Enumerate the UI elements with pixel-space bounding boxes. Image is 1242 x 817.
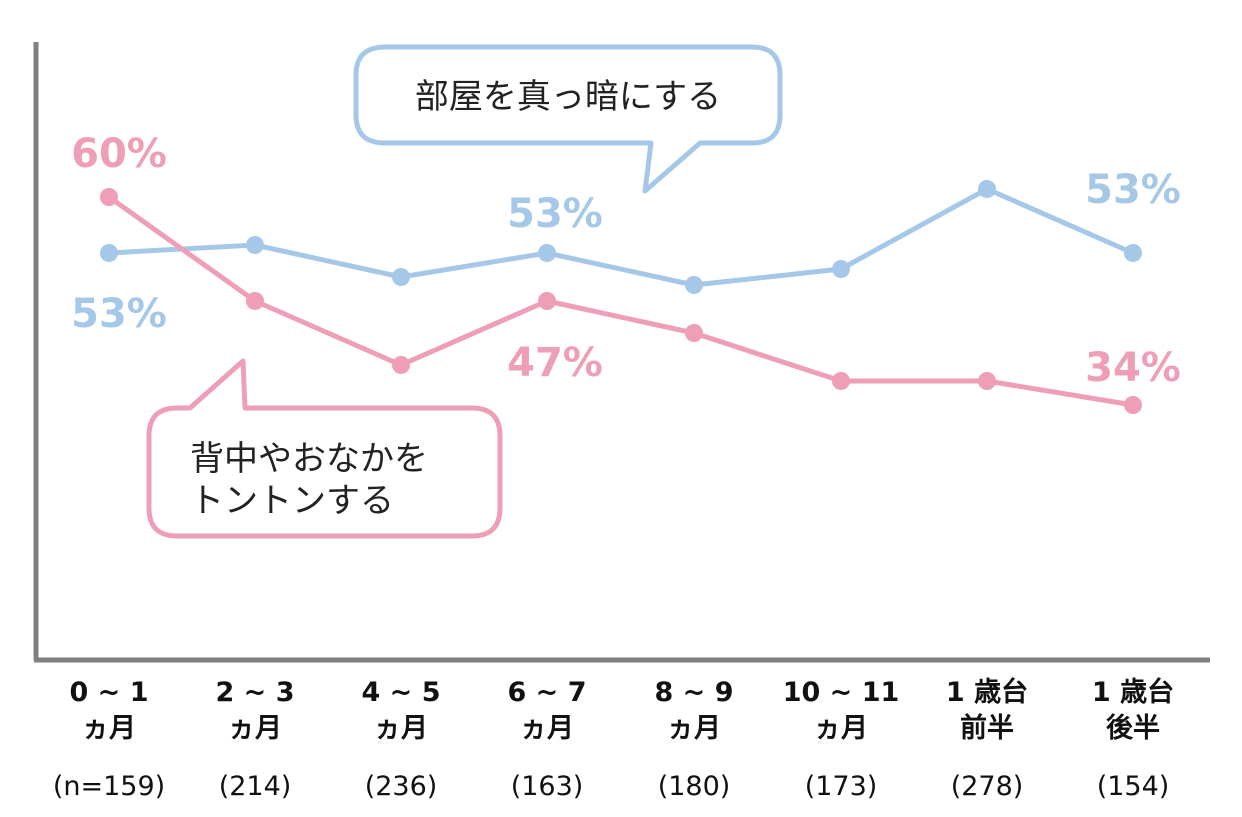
callout-line-pink-2: トントンする <box>190 481 394 521</box>
sample-size-1: (214) <box>219 771 292 802</box>
callout-text-pink: 背中やおなかを トントンする <box>190 439 439 521</box>
x-tick-label-1-1: ヵ月 <box>228 713 282 744</box>
callout-bubble-blue <box>353 44 783 194</box>
data-label-1-7: 34% <box>1085 345 1181 391</box>
x-tick-label-6-1: 前半 <box>960 712 1014 744</box>
series-1 <box>100 188 1142 414</box>
sample-size-0: (n=159) <box>53 771 165 802</box>
point-0-6 <box>978 180 996 198</box>
x-tick-label-4-1: ヵ月 <box>667 713 721 744</box>
x-tick-label-3-1: ヵ月 <box>520 713 574 744</box>
x-tick-label-5-1: ヵ月 <box>814 713 868 744</box>
point-1-7 <box>1124 396 1142 414</box>
point-1-0 <box>100 188 118 206</box>
point-1-6 <box>978 372 996 390</box>
point-1-5 <box>832 372 850 390</box>
data-label-0-7: 53% <box>1085 167 1181 213</box>
callout-text-blue: 部屋を真っ暗にする <box>415 77 721 117</box>
data-label-layer: 53% 53% 53% 60% 47% 34% <box>71 131 1181 391</box>
point-0-4 <box>685 276 703 294</box>
x-tick-label-2-0: 4 ~ 5 <box>362 677 441 708</box>
x-tick-label-7-0: 1 歳台 <box>1092 676 1174 708</box>
data-label-1-0: 60% <box>71 131 167 177</box>
point-0-2 <box>392 268 410 286</box>
x-tick-label-0-0: 0 ~ 1 <box>70 677 149 708</box>
point-0-3 <box>538 244 556 262</box>
data-label-1-3: 47% <box>507 340 603 386</box>
sample-size-5: (173) <box>805 771 878 802</box>
series-0 <box>100 180 1142 294</box>
sample-size-4: (180) <box>658 771 731 802</box>
sample-size-2: (236) <box>365 771 438 802</box>
x-tick-label-7-1: 後半 <box>1106 713 1160 744</box>
x-tick-label-0-1: ヵ月 <box>82 713 136 744</box>
series-layer <box>100 180 1142 414</box>
sample-size-3: (163) <box>511 771 584 802</box>
point-0-0 <box>100 244 118 262</box>
series-line-1 <box>107 194 1134 408</box>
point-1-1 <box>246 292 264 310</box>
point-1-2 <box>392 356 410 374</box>
x-tick-label-2-1: ヵ月 <box>374 713 428 744</box>
x-axis-labels: 0 ~ 1 ヵ月 (n=159) 2 ~ 3 ヵ月 (214) 4 ~ 5 ヵ月 (236) 6 … <box>53 676 1174 802</box>
x-tick-label-3-0: 6 ~ 7 <box>508 677 587 708</box>
sample-size-7: (154) <box>1097 771 1170 802</box>
series-line-0 <box>108 186 1135 288</box>
x-tick-label-6-0: 1 歳台 <box>946 676 1028 708</box>
callout-line-pink-1: 背中やおなかを <box>190 439 428 479</box>
point-0-5 <box>832 260 850 278</box>
point-0-7 <box>1124 244 1142 262</box>
point-1-3 <box>538 292 556 310</box>
point-0-1 <box>246 236 264 254</box>
x-tick-label-4-0: 8 ~ 9 <box>655 677 734 708</box>
x-tick-label-1-0: 2 ~ 3 <box>216 677 295 708</box>
sample-size-6: (278) <box>951 771 1024 802</box>
point-1-4 <box>685 324 703 342</box>
data-label-0-3: 53% <box>507 191 603 237</box>
x-tick-label-5-0: 10 ~ 11 <box>783 677 900 708</box>
data-label-0-0: 53% <box>71 291 167 337</box>
callout-line-blue-1: 部屋を真っ暗にする <box>415 77 721 117</box>
callout-bubble-pink <box>146 358 503 539</box>
